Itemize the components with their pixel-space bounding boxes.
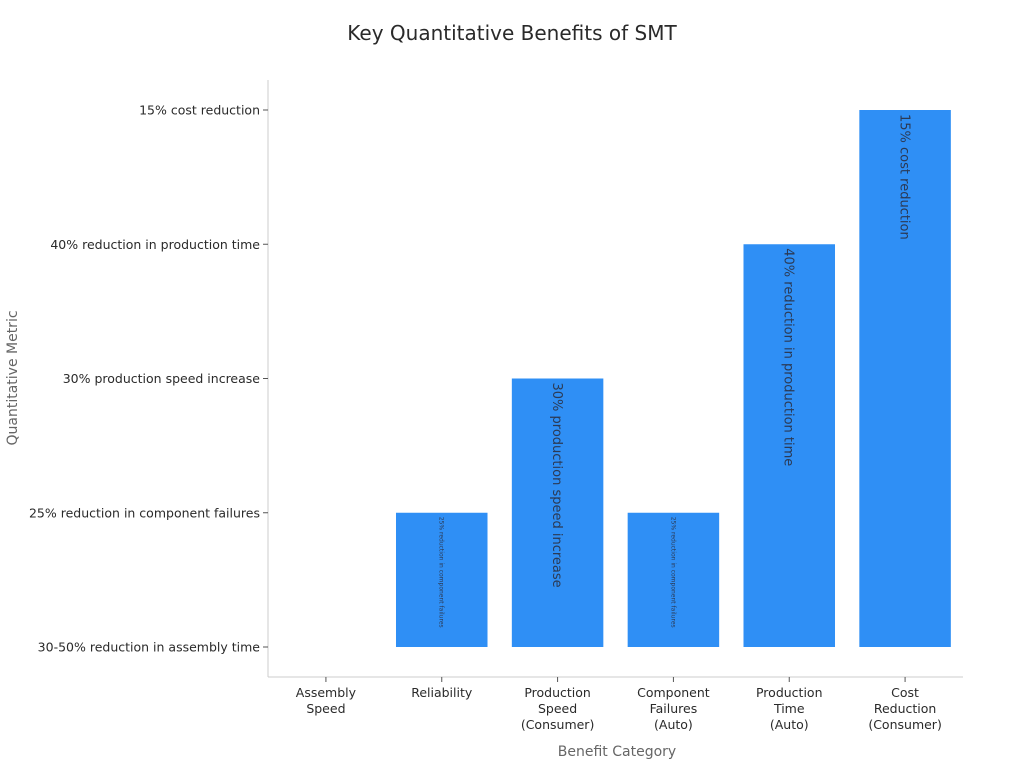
x-tick-label: Production Time (Auto) (756, 685, 823, 732)
bars: 25% reduction in component failures 30% p… (395, 110, 951, 647)
bar-data-label: 30% production speed increase (549, 383, 564, 588)
bar (859, 110, 951, 647)
x-axis-title: Benefit Category (558, 744, 676, 760)
bar (627, 512, 720, 647)
y-ticks: 30-50% reduction in assembly time 25% red… (29, 103, 268, 655)
bar-data-label: 15% cost reduction (897, 114, 912, 240)
chart-title: Key Quantitative Benefits of SMT (347, 21, 677, 45)
x-tick-label: Component Failures (Auto) (637, 685, 710, 732)
bar (743, 244, 836, 647)
y-tick-label: 30% production speed increase (63, 371, 261, 386)
x-tick-label: Production Speed (Consumer) (521, 685, 595, 732)
bar-data-label: 40% reduction in production time (781, 248, 796, 466)
bar (395, 512, 488, 647)
x-ticks: Assembly Speed Reliability Production Speed(… (296, 677, 942, 732)
y-tick-label: 15% cost reduction (139, 103, 260, 118)
y-axis-title: Quantitative Metric (5, 310, 21, 445)
x-tick-label: Cost Reduction (Consumer) (868, 685, 942, 732)
bar (511, 378, 604, 647)
y-tick-label: 40% reduction in production time (50, 237, 260, 252)
bar-data-label: 25% reduction in component failures (438, 517, 445, 628)
x-tick-label: Assembly Speed (296, 685, 357, 716)
y-tick-label: 30-50% reduction in assembly time (38, 640, 261, 655)
x-tick-label: Reliability (411, 685, 473, 700)
bar-data-label: 25% reduction in component failures (669, 517, 676, 628)
y-tick-label: 25% reduction in component failures (29, 505, 260, 520)
